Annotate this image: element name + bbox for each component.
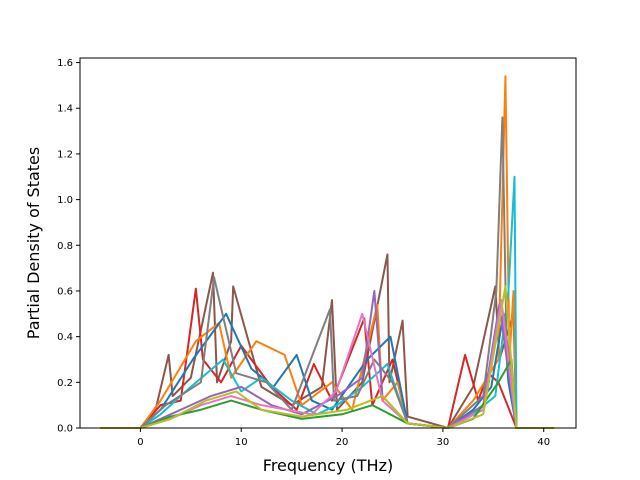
y-tick-label: 0.4 bbox=[57, 332, 73, 343]
series-line-2 bbox=[100, 287, 554, 429]
series-line-1 bbox=[100, 253, 554, 429]
plot-frame bbox=[79, 57, 577, 429]
x-tick-label: 0 bbox=[137, 437, 143, 448]
y-axis: 0.0 0.2 0.4 0.6 0.8 1.0 1.2 1.4 1.6 bbox=[57, 58, 80, 435]
y-tick-label: 0.2 bbox=[57, 378, 73, 389]
x-axis: 0 10 20 30 40 bbox=[137, 428, 550, 448]
series-line-10 bbox=[100, 285, 554, 429]
x-tick-label: 10 bbox=[235, 437, 248, 448]
y-tick-label: 0.0 bbox=[57, 424, 73, 435]
series-line-3 bbox=[100, 75, 554, 429]
y-tick-label: 1.2 bbox=[57, 149, 73, 160]
x-tick-label: 30 bbox=[437, 437, 450, 448]
y-tick-label: 1.6 bbox=[57, 58, 73, 69]
y-tick-label: 1.0 bbox=[57, 195, 73, 206]
y-tick-label: 1.4 bbox=[57, 104, 73, 115]
series-line-6 bbox=[100, 116, 554, 429]
y-tick-label: 0.6 bbox=[57, 286, 73, 297]
y-tick-label: 0.8 bbox=[57, 241, 73, 252]
x-tick-label: 40 bbox=[537, 437, 550, 448]
series-layer bbox=[100, 75, 554, 429]
x-tick-label: 20 bbox=[336, 437, 349, 448]
series-line-9 bbox=[100, 358, 554, 429]
y-axis-label: Partial Density of States bbox=[24, 147, 43, 339]
x-axis-label: Frequency (THz) bbox=[263, 456, 393, 475]
